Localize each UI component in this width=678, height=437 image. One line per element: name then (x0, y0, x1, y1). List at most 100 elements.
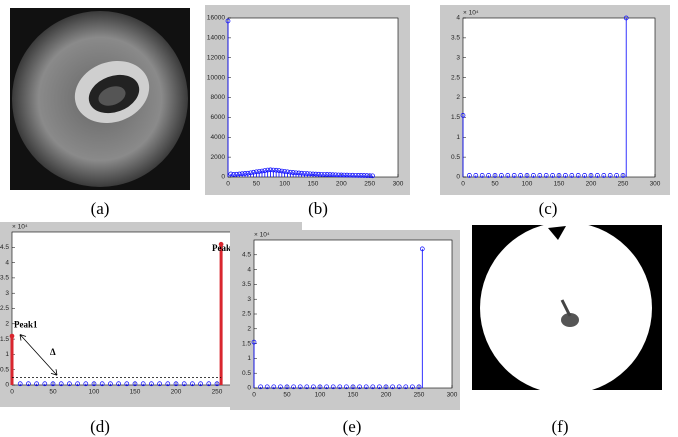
stem-marker (321, 172, 327, 177)
stem-marker (410, 384, 415, 390)
x-tick-label: 300 (447, 392, 458, 399)
stem-marker (614, 173, 619, 178)
stem-marker (251, 169, 256, 175)
stem-marker (347, 172, 353, 178)
stem-marker (218, 241, 224, 247)
stem-marker (259, 168, 265, 174)
caption: (d) (90, 417, 110, 436)
stem-marker (486, 173, 491, 178)
stem-marker (499, 173, 504, 178)
stem-marker (563, 173, 568, 178)
plot-area (462, 17, 656, 178)
stem-marker (268, 167, 273, 173)
stem-marker (620, 173, 626, 178)
stem-marker (537, 173, 543, 178)
caption: (c) (539, 199, 558, 218)
stem-marker (304, 384, 310, 390)
x-tick-label: 100 (315, 392, 326, 399)
stem-marker (370, 384, 376, 390)
stem-marker (524, 173, 530, 178)
stem-marker (316, 171, 322, 177)
y-tick-label: 3 (247, 296, 251, 303)
y-exponent: × 10⁴ (12, 224, 28, 231)
annotation: Peak1 (14, 319, 38, 329)
stem-marker (264, 384, 270, 390)
y-exponent: × 10⁴ (254, 232, 270, 239)
stem-marker (588, 173, 594, 178)
y-tick-label: 0.5 (0, 366, 9, 373)
y-tick-label: 1 (456, 134, 460, 141)
stem-marker (317, 384, 323, 390)
annotation: Δ (50, 347, 56, 357)
x-tick-label: 50 (283, 392, 291, 399)
y-tick-label: 0 (456, 174, 460, 181)
stem-marker (353, 172, 358, 178)
x-tick-label: 0 (226, 181, 230, 188)
x-tick-label: 200 (171, 389, 182, 396)
x-tick-label: 0 (461, 181, 465, 188)
stem-marker (42, 381, 48, 387)
stem-marker (302, 171, 307, 176)
x-tick-label: 0 (252, 392, 256, 399)
y-tick-label: 12000 (207, 54, 225, 61)
x-tick-label: 150 (308, 181, 319, 188)
stem-marker (324, 384, 329, 390)
x-tick-label: 250 (364, 181, 375, 188)
y-tick-label: 2.5 (451, 74, 460, 81)
stem-marker (390, 384, 395, 390)
y-tick-label: 2.5 (0, 305, 9, 312)
stem-marker (140, 381, 146, 387)
stem-marker (623, 15, 629, 21)
y-tick-label: 4 (247, 266, 251, 273)
stem-marker (296, 170, 302, 176)
x-tick-label: 300 (393, 181, 404, 188)
stem-marker (236, 171, 242, 177)
stem-marker (239, 171, 245, 177)
stem-marker (575, 173, 581, 178)
caption: (a) (91, 199, 110, 218)
stem-marker (291, 384, 296, 390)
x-tick-label: 200 (381, 392, 392, 399)
y-tick-label: 10000 (207, 74, 225, 81)
stem-marker (225, 18, 231, 24)
stem-marker (206, 381, 212, 387)
stem-marker (273, 167, 279, 173)
y-tick-label: 0 (247, 385, 251, 392)
stem-marker (337, 384, 343, 390)
stem-marker (313, 171, 319, 177)
stem-marker (377, 384, 382, 390)
stem-marker (531, 173, 536, 178)
stem-marker (543, 173, 549, 178)
y-tick-label: 3 (456, 54, 460, 61)
stem-marker (595, 173, 600, 178)
y-tick-label: 1 (5, 351, 9, 358)
stem-marker (396, 384, 402, 390)
stem-marker (505, 173, 511, 178)
y-tick-label: 3.5 (242, 281, 251, 288)
stem-marker (357, 384, 362, 390)
stem-marker (251, 339, 257, 345)
annotation: Peak2 (212, 243, 236, 253)
stem-marker (83, 381, 89, 387)
y-tick-label: 3 (5, 290, 9, 297)
x-tick-label: 50 (49, 389, 57, 396)
stem-marker (311, 384, 316, 390)
plot-area (227, 17, 399, 178)
stem-marker (350, 172, 356, 178)
stem-marker (330, 384, 336, 390)
stem-marker (234, 171, 239, 177)
x-tick-label: 200 (586, 181, 597, 188)
stem-marker (282, 169, 288, 174)
stem-marker (333, 172, 339, 178)
y-tick-label: 2.5 (242, 311, 251, 318)
stem-marker (355, 173, 361, 178)
x-tick-label: 250 (618, 181, 629, 188)
stem-marker (242, 171, 248, 176)
y-tick-label: 6000 (211, 114, 226, 121)
stem-marker (607, 173, 613, 178)
x-tick-label: 300 (650, 181, 661, 188)
stem-marker (265, 167, 271, 173)
y-tick-label: 1 (247, 355, 251, 362)
stem-marker (310, 171, 316, 177)
y-tick-label: 0.5 (451, 154, 460, 161)
